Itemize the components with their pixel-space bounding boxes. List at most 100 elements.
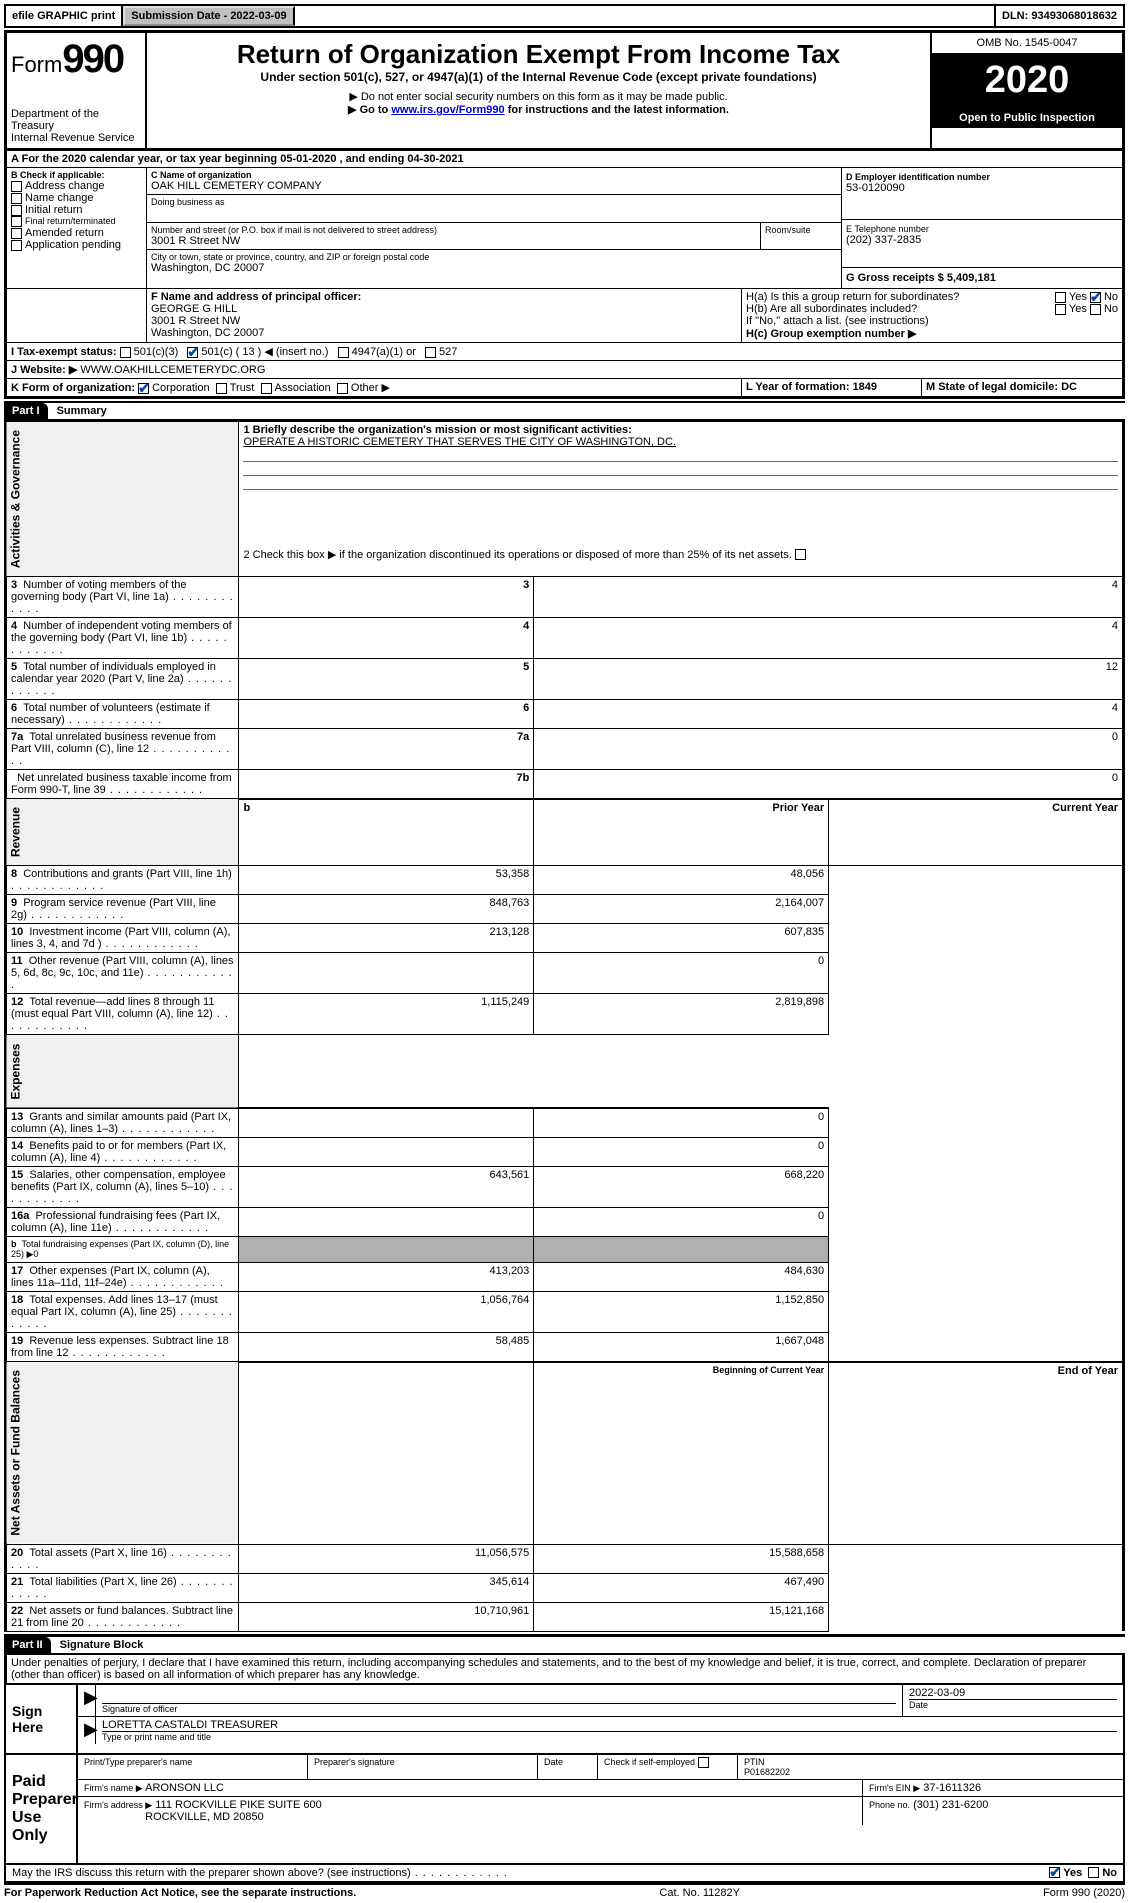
table-row: 12 Total revenue—add lines 8 through 11 …: [6, 994, 1124, 1035]
dba-label: Doing business as: [151, 197, 837, 207]
arrow-icon-2: ▶: [78, 1717, 96, 1744]
opt-initial-return: Initial return: [25, 204, 82, 216]
k-o1: Corporation: [152, 382, 209, 394]
page-footer: For Paperwork Reduction Act Notice, see …: [4, 1883, 1125, 1899]
c-name-label: C Name of organization: [151, 170, 837, 180]
hb-note: If "No," attach a list. (see instruction…: [746, 315, 1118, 327]
table-row: 7a Total unrelated business revenue from…: [6, 729, 1124, 770]
i-501c3[interactable]: [120, 347, 131, 358]
ha-no[interactable]: [1090, 292, 1101, 303]
table-row: 13 Grants and similar amounts paid (Part…: [6, 1108, 1124, 1138]
firm-label: Firm's name ▶: [84, 1783, 143, 1793]
i-4947[interactable]: [338, 347, 349, 358]
k-o4: Other ▶: [351, 382, 390, 394]
opt-name-change: Name change: [25, 192, 94, 204]
table-row: b Total fundraising expenses (Part IX, c…: [6, 1237, 1124, 1263]
hdr-boy: Beginning of Current Year: [534, 1362, 829, 1545]
section-bcdeg: B Check if applicable: Address change Na…: [4, 168, 1125, 289]
j-label: J Website: ▶: [11, 364, 77, 376]
submission-date-button[interactable]: Submission Date - 2022-03-09: [123, 6, 294, 26]
form-subtitle: Under section 501(c), 527, or 4947(a)(1)…: [153, 70, 924, 84]
discuss-no-label: No: [1102, 1867, 1117, 1879]
part2-bar: Part II Signature Block: [4, 1634, 1125, 1655]
checkbox-address-change[interactable]: [11, 181, 22, 192]
k-corp[interactable]: [138, 383, 149, 394]
pra-notice: For Paperwork Reduction Act Notice, see …: [4, 1887, 356, 1899]
checkbox-application-pending[interactable]: [11, 240, 22, 251]
g-gross-receipts: G Gross receipts $ 5,409,181: [842, 268, 1122, 288]
i-501c[interactable]: [187, 347, 198, 358]
vlabel-revenue: Revenue: [6, 799, 239, 866]
q2-checkbox[interactable]: [795, 549, 806, 560]
note2-post: for instructions and the latest informat…: [505, 104, 729, 116]
ein: 53-0120090: [846, 182, 1118, 194]
city-label: City or town, state or province, country…: [151, 252, 837, 262]
form-number: 990: [62, 37, 123, 81]
b-label: B Check if applicable:: [11, 170, 142, 180]
self-employed-checkbox[interactable]: [698, 1757, 709, 1768]
officer-name: GEORGE G HILL: [151, 303, 737, 315]
hdr-eoy: End of Year: [829, 1362, 1124, 1545]
ha-label: H(a) Is this a group return for subordin…: [746, 291, 959, 303]
discuss-yes[interactable]: [1049, 1867, 1060, 1878]
ha-yes[interactable]: [1055, 292, 1066, 303]
table-row: 21 Total liabilities (Part X, line 26)34…: [6, 1573, 1124, 1602]
prep-name-label: Print/Type preparer's name: [78, 1755, 308, 1779]
table-row: 5 Total number of individuals employed i…: [6, 659, 1124, 700]
k-other[interactable]: [337, 383, 348, 394]
i-527[interactable]: [425, 347, 436, 358]
i-o2: 501(c) ( 13 ) ◀ (insert no.): [201, 346, 328, 358]
paid-preparer-label: Paid Preparer Use Only: [6, 1755, 76, 1863]
dept-label: Department of the Treasury Internal Reve…: [11, 108, 141, 144]
form-label: Form: [11, 52, 62, 77]
date-label: Date: [909, 1699, 1117, 1710]
k-trust[interactable]: [216, 383, 227, 394]
firm-ein: 37-1611326: [923, 1782, 981, 1794]
f-label: F Name and address of principal officer:: [151, 291, 737, 303]
txt-no-2: No: [1104, 303, 1118, 315]
txt-yes-2: Yes: [1069, 303, 1087, 315]
form-title: Return of Organization Exempt From Incom…: [153, 39, 924, 70]
k-assoc[interactable]: [261, 383, 272, 394]
k-o3: Association: [275, 382, 331, 394]
firm-addr2: ROCKVILLE, MD 20850: [145, 1811, 264, 1823]
instructions-link[interactable]: www.irs.gov/Form990: [391, 104, 504, 116]
checkbox-final-return[interactable]: [11, 216, 22, 227]
section-klm: K Form of organization: Corporation Trus…: [4, 379, 1125, 399]
table-row: 6 Total number of volunteers (estimate i…: [6, 700, 1124, 729]
discuss-row: May the IRS discuss this return with the…: [4, 1865, 1125, 1883]
hb-yes[interactable]: [1055, 304, 1066, 315]
firm-addr-label: Firm's address ▶: [84, 1800, 152, 1810]
m-state: M State of legal domicile: DC: [922, 379, 1122, 396]
part1-title: Summary: [57, 405, 107, 417]
part1-table: Activities & Governance 1 Briefly descri…: [4, 421, 1125, 1632]
section-i: I Tax-exempt status: 501(c)(3) 501(c) ( …: [4, 343, 1125, 361]
discuss-question: May the IRS discuss this return with the…: [12, 1867, 508, 1879]
opt-address-change: Address change: [25, 180, 105, 192]
open-to-public: Open to Public Inspection: [932, 108, 1122, 128]
sig-officer-label: Signature of officer: [102, 1703, 896, 1714]
print-name-label: Type or print name and title: [102, 1731, 1117, 1742]
sign-here-block: Sign Here ▶ Signature of officer 2022-03…: [4, 1683, 1125, 1755]
q1-label: 1 Briefly describe the organization's mi…: [243, 424, 1118, 436]
table-row: 3 Number of voting members of the govern…: [6, 577, 1124, 618]
addr-label: Number and street (or P.O. box if mail i…: [151, 225, 756, 235]
vlabel-netassets: Net Assets or Fund Balances: [6, 1362, 239, 1545]
ein-label: Firm's EIN ▶: [869, 1783, 920, 1793]
sign-here-label: Sign Here: [6, 1685, 76, 1753]
i-label: I Tax-exempt status:: [11, 346, 117, 358]
part1-tag: Part I: [4, 403, 48, 419]
checkbox-name-change[interactable]: [11, 193, 22, 204]
checkbox-amended[interactable]: [11, 228, 22, 239]
self-employed: Check if self-employed: [598, 1755, 738, 1779]
sig-date: 2022-03-09: [909, 1687, 1117, 1699]
org-name: OAK HILL CEMETERY COMPANY: [151, 180, 837, 192]
hdr-curr: Current Year: [829, 799, 1124, 866]
i-o4: 527: [439, 346, 457, 358]
checkbox-initial-return[interactable]: [11, 205, 22, 216]
opt-final-return: Final return/terminated: [25, 216, 116, 226]
discuss-no[interactable]: [1088, 1867, 1099, 1878]
hb-no[interactable]: [1090, 304, 1101, 315]
website: WWW.OAKHILLCEMETERYDC.ORG: [80, 364, 265, 376]
org-address: 3001 R Street NW: [151, 235, 756, 247]
